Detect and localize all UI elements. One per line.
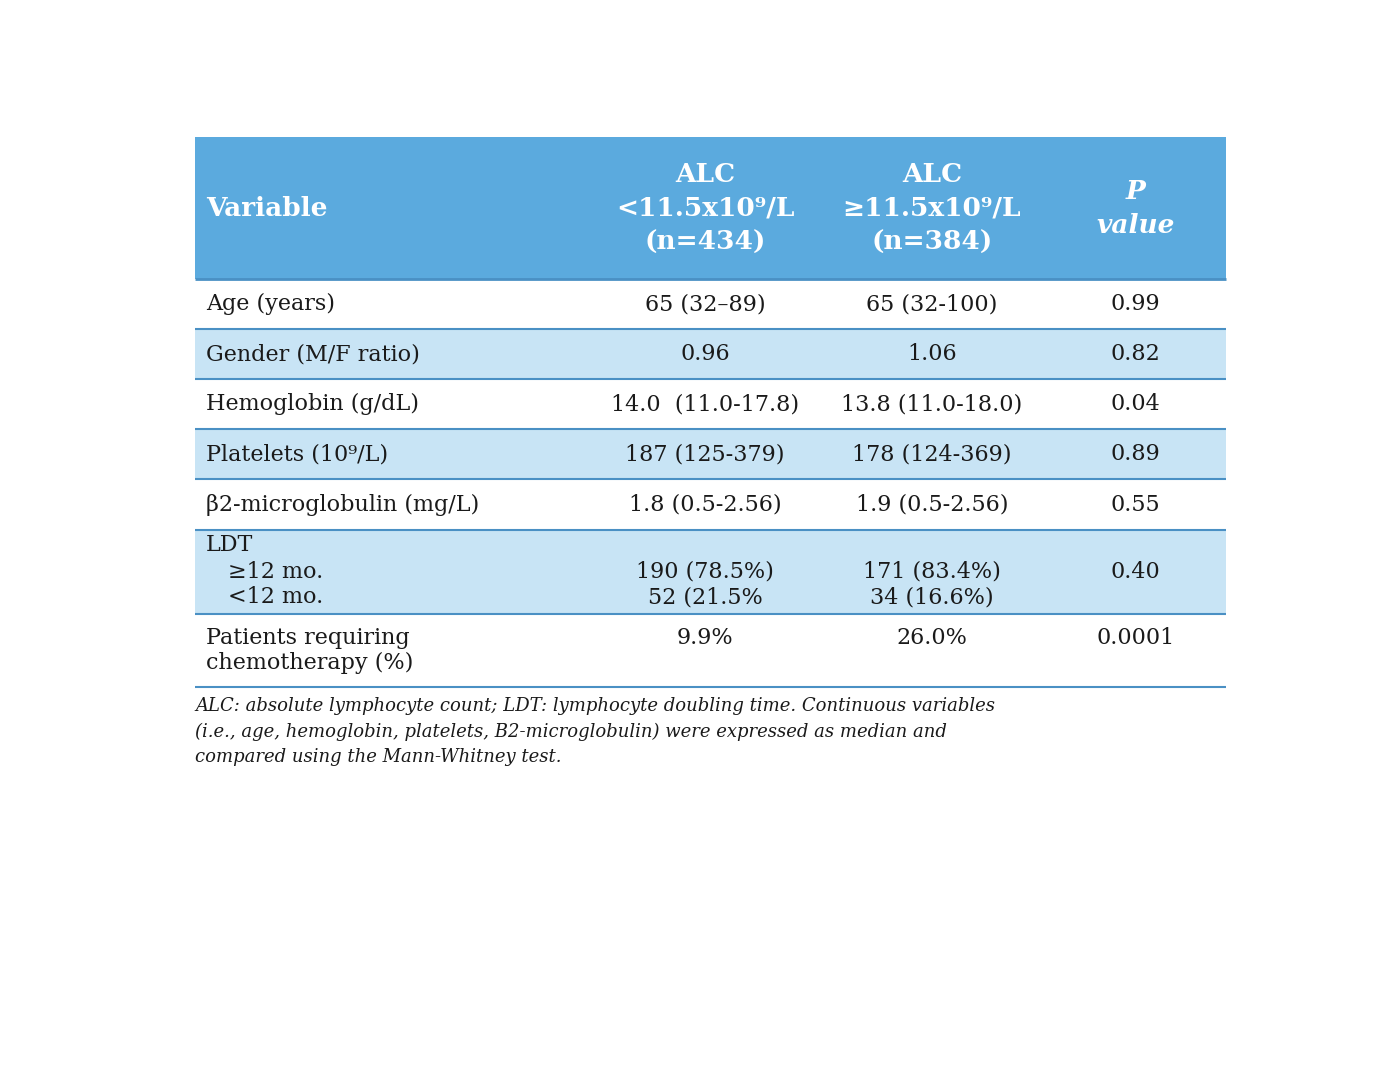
Bar: [195, 479, 1225, 529]
Bar: [195, 614, 1225, 687]
Text: 26.0%: 26.0%: [897, 627, 967, 649]
Text: 52 (21.5%: 52 (21.5%: [647, 586, 762, 609]
Text: ALC
≥11.5x10⁹/L
(n=384): ALC ≥11.5x10⁹/L (n=384): [843, 161, 1021, 255]
Text: 178 (124-369): 178 (124-369): [852, 443, 1012, 465]
Text: Hemoglobin (g/dL): Hemoglobin (g/dL): [205, 393, 419, 416]
Text: Platelets (10⁹/L): Platelets (10⁹/L): [205, 443, 388, 465]
Text: 171 (83.4%): 171 (83.4%): [863, 561, 1001, 583]
Text: 0.82: 0.82: [1110, 343, 1160, 366]
Text: 0.55: 0.55: [1110, 493, 1160, 515]
Text: P
value: P value: [1096, 179, 1175, 237]
Text: 0.96: 0.96: [681, 343, 730, 366]
Bar: [195, 329, 1225, 379]
Text: β2-microglobulin (mg/L): β2-microglobulin (mg/L): [205, 493, 480, 515]
Text: 14.0  (11.0-17.8): 14.0 (11.0-17.8): [611, 393, 800, 415]
Text: 0.04: 0.04: [1110, 393, 1160, 415]
Text: Age (years): Age (years): [205, 293, 335, 316]
Text: <12 mo.: <12 mo.: [227, 586, 323, 609]
Text: Patients requiring: Patients requiring: [205, 627, 409, 649]
Text: ≥12 mo.: ≥12 mo.: [227, 561, 323, 583]
Text: Variable: Variable: [205, 196, 327, 221]
Text: 13.8 (11.0-18.0): 13.8 (11.0-18.0): [841, 393, 1023, 415]
Text: Gender (M/F ratio): Gender (M/F ratio): [205, 343, 420, 366]
Text: 1.8 (0.5-2.56): 1.8 (0.5-2.56): [629, 493, 782, 515]
Text: 9.9%: 9.9%: [676, 627, 733, 649]
Text: chemotherapy (%): chemotherapy (%): [205, 652, 413, 674]
Bar: [195, 529, 1225, 614]
Text: 0.89: 0.89: [1110, 443, 1160, 465]
Text: 0.99: 0.99: [1110, 293, 1160, 316]
Bar: [195, 137, 1225, 279]
Text: 187 (125-379): 187 (125-379): [625, 443, 784, 465]
Text: 0.0001: 0.0001: [1096, 627, 1174, 649]
Text: 0.40: 0.40: [1110, 561, 1160, 583]
Bar: [195, 279, 1225, 329]
Bar: [195, 429, 1225, 479]
Bar: [195, 379, 1225, 429]
Text: 65 (32-100): 65 (32-100): [866, 293, 998, 316]
Text: 1.9 (0.5-2.56): 1.9 (0.5-2.56): [855, 493, 1008, 515]
Text: ALC: absolute lymphocyte count; LDT: lymphocyte doubling time. Continuous variab: ALC: absolute lymphocyte count; LDT: lym…: [195, 697, 995, 767]
Text: 190 (78.5%): 190 (78.5%): [636, 561, 775, 583]
Text: 65 (32–89): 65 (32–89): [644, 293, 765, 316]
Text: LDT: LDT: [205, 534, 254, 555]
Text: ALC
<11.5x10⁹/L
(n=434): ALC <11.5x10⁹/L (n=434): [615, 161, 794, 255]
Text: 1.06: 1.06: [906, 343, 956, 366]
Text: 34 (16.6%): 34 (16.6%): [870, 586, 994, 609]
